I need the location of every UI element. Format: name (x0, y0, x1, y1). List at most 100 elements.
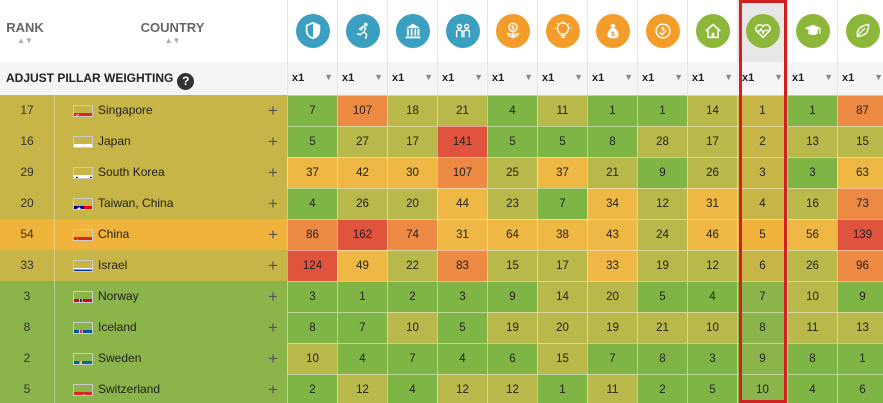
table-row[interactable]: 3 Norway +3 1 2 3 9 14 20 5 4 7 10 9 (0, 281, 883, 312)
pillar-header-12[interactable] (837, 0, 883, 62)
expand-plus-icon[interactable]: + (268, 256, 278, 275)
help-icon[interactable]: ? (177, 73, 195, 90)
country-name[interactable]: Taiwan, China (98, 196, 174, 210)
pillar-header-1[interactable] (287, 0, 337, 62)
pillar-weight-select-10[interactable]: x1 ▼ (737, 62, 787, 95)
pillar-weight-select-2[interactable]: x1 ▼ (337, 62, 387, 95)
money-bag-icon[interactable]: $ (595, 14, 630, 48)
table-row[interactable]: 5 Switzerland +2 12 4 12 12 1 11 2 5 10 4 6 (0, 374, 883, 403)
country-cell[interactable]: South Korea + (55, 157, 287, 188)
dropdown-arrow-icon[interactable]: ▼ (824, 72, 833, 82)
pillar-header-5[interactable]: $ (487, 0, 537, 62)
pillar-header-9[interactable] (687, 0, 737, 62)
pillar-weight-select-6[interactable]: x1 ▼ (537, 62, 587, 95)
pillar-weight-select-8[interactable]: x1 ▼ (637, 62, 687, 95)
score-cell: 87 (837, 95, 883, 126)
people-icon[interactable] (445, 14, 480, 48)
dropdown-arrow-icon[interactable]: ▼ (574, 72, 583, 82)
dropdown-arrow-icon[interactable]: ▼ (624, 72, 633, 82)
country-name[interactable]: Norway (98, 289, 139, 303)
score-cell: 64 (487, 219, 537, 250)
expand-plus-icon[interactable]: + (268, 225, 278, 244)
dropdown-arrow-icon[interactable]: ▼ (374, 72, 383, 82)
runner-icon[interactable] (345, 14, 380, 48)
rank-column-header[interactable]: RANK ▲▼ (0, 0, 50, 62)
dropdown-arrow-icon[interactable]: ▼ (524, 72, 533, 82)
country-name[interactable]: Iceland (98, 320, 137, 334)
pillar-weight-select-9[interactable]: x1 ▼ (687, 62, 737, 95)
country-cell[interactable]: China + (55, 219, 287, 250)
pillar-header-11[interactable] (787, 0, 837, 62)
dollar-check-icon[interactable]: $ (645, 14, 680, 48)
leaf-icon[interactable] (845, 14, 880, 48)
country-name[interactable]: Japan (98, 134, 131, 148)
country-name[interactable]: South Korea (98, 165, 165, 179)
dropdown-arrow-icon[interactable]: ▼ (474, 72, 483, 82)
country-cell[interactable]: Singapore + (55, 95, 287, 126)
pillar-header-4[interactable] (437, 0, 487, 62)
graduation-cap-icon[interactable] (795, 14, 830, 48)
expand-plus-icon[interactable]: + (268, 318, 278, 337)
pillar-header-8[interactable]: $ (637, 0, 687, 62)
pillar-header-6[interactable] (537, 0, 587, 62)
score-cell: 10 (737, 374, 787, 403)
pillar-header-10[interactable] (737, 0, 787, 62)
country-cell[interactable]: Japan + (55, 126, 287, 157)
country-cell[interactable]: Israel + (55, 250, 287, 281)
bank-icon[interactable] (395, 14, 430, 48)
country-cell[interactable]: Switzerland + (55, 374, 287, 403)
score-cell: 73 (837, 188, 883, 219)
table-row[interactable]: 2 Sweden +10 4 7 4 6 15 7 8 3 9 8 1 (0, 343, 883, 374)
house-icon[interactable] (695, 14, 730, 48)
table-row[interactable]: 16 Japan +5 27 17 141 5 5 8 28 17 2 13 15 (0, 126, 883, 157)
pillar-weight-select-3[interactable]: x1 ▼ (387, 62, 437, 95)
dollar-plant-icon[interactable]: $ (495, 14, 530, 48)
country-name[interactable]: Switzerland (98, 382, 161, 396)
table-row[interactable]: 17 Singapore +7 107 18 21 4 11 1 1 14 1 1 87 (0, 95, 883, 126)
dropdown-arrow-icon[interactable]: ▼ (674, 72, 683, 82)
country-sort-icon[interactable]: ▲▼ (164, 36, 181, 45)
pillar-header-3[interactable] (387, 0, 437, 62)
country-name[interactable]: Sweden (98, 351, 142, 365)
pillar-weight-select-12[interactable]: x1 ▼ (837, 62, 883, 95)
table-row[interactable]: 20 Taiwan, China +4 26 20 44 23 7 34 12 31 4 16 73 (0, 188, 883, 219)
flag-ch-icon (73, 384, 93, 396)
shield-icon[interactable] (295, 14, 330, 48)
expand-plus-icon[interactable]: + (268, 380, 278, 399)
pillar-weight-select-5[interactable]: x1 ▼ (487, 62, 537, 95)
country-cell[interactable]: Iceland + (55, 312, 287, 343)
pillar-weight-select-7[interactable]: x1 ▼ (587, 62, 637, 95)
expand-plus-icon[interactable]: + (268, 349, 278, 368)
expand-plus-icon[interactable]: + (268, 194, 278, 213)
country-cell[interactable]: Norway + (55, 281, 287, 312)
score-cell: 21 (437, 95, 487, 126)
expand-plus-icon[interactable]: + (268, 132, 278, 151)
pillar-header-2[interactable] (337, 0, 387, 62)
score-cell: 8 (737, 312, 787, 343)
dropdown-arrow-icon[interactable]: ▼ (774, 72, 783, 82)
table-row[interactable]: 29 South Korea +37 42 30 107 25 37 21 9 26 3 3 63 (0, 157, 883, 188)
pillar-header-7[interactable]: $ (587, 0, 637, 62)
pillar-weight-select-4[interactable]: x1 ▼ (437, 62, 487, 95)
country-cell[interactable]: Sweden + (55, 343, 287, 374)
expand-plus-icon[interactable]: + (268, 101, 278, 120)
table-row[interactable]: 54 China +86 162 74 31 64 38 43 24 46 5 56 139 (0, 219, 883, 250)
pillar-weight-select-1[interactable]: x1 ▼ (287, 62, 337, 95)
dropdown-arrow-icon[interactable]: ▼ (324, 72, 333, 82)
country-name[interactable]: Israel (98, 258, 128, 272)
country-column-header[interactable]: COUNTRY ▲▼ (60, 0, 285, 62)
expand-plus-icon[interactable]: + (268, 163, 278, 182)
table-row[interactable]: 8 Iceland +8 7 10 5 19 20 19 21 10 8 11 13 (0, 312, 883, 343)
pillar-weight-select-11[interactable]: x1 ▼ (787, 62, 837, 95)
lightbulb-icon[interactable] (545, 14, 580, 48)
table-row[interactable]: 33 Israel +124 49 22 83 15 17 33 19 12 6 26 96 (0, 250, 883, 281)
heart-pulse-icon[interactable] (745, 14, 780, 48)
dropdown-arrow-icon[interactable]: ▼ (424, 72, 433, 82)
country-cell[interactable]: Taiwan, China + (55, 188, 287, 219)
country-name[interactable]: China (98, 227, 130, 241)
rank-sort-icon[interactable]: ▲▼ (17, 36, 33, 45)
dropdown-arrow-icon[interactable]: ▼ (724, 72, 733, 82)
dropdown-arrow-icon[interactable]: ▼ (874, 72, 883, 82)
country-name[interactable]: Singapore (98, 103, 153, 117)
expand-plus-icon[interactable]: + (268, 287, 278, 306)
